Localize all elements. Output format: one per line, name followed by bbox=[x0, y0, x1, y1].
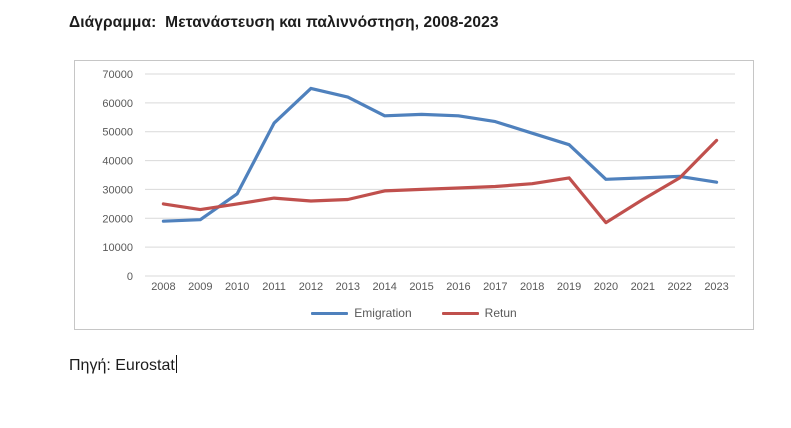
y-axis-label: 20000 bbox=[102, 213, 133, 225]
y-axis-label: 0 bbox=[127, 271, 133, 283]
legend-label-return: Retun bbox=[484, 306, 517, 320]
x-axis-label: 2016 bbox=[446, 281, 470, 293]
x-axis-label: 2018 bbox=[520, 281, 544, 293]
x-axis-label: 2022 bbox=[667, 281, 691, 293]
y-axis-label: 50000 bbox=[102, 127, 133, 139]
y-axis-label: 40000 bbox=[102, 156, 133, 168]
y-axis-label: 30000 bbox=[102, 184, 133, 196]
x-axis-label: 2014 bbox=[372, 281, 396, 293]
x-axis-label: 2019 bbox=[557, 281, 581, 293]
line-chart: 0 10000 20000 30000 40000 50000 60000 70000 2008… bbox=[102, 69, 735, 293]
x-axis-label: 2013 bbox=[336, 281, 360, 293]
x-axis-label: 2008 bbox=[151, 281, 175, 293]
legend-item-emigration: Emigration bbox=[311, 306, 412, 320]
return-line-swatch bbox=[441, 311, 479, 315]
series-line-emigration bbox=[161, 86, 719, 223]
x-axis-label: 2023 bbox=[704, 281, 728, 293]
text-cursor bbox=[175, 355, 178, 373]
x-axis-label: 2015 bbox=[409, 281, 433, 293]
legend-item-return: Retun bbox=[441, 306, 517, 320]
chart-object[interactable]: 0 10000 20000 30000 40000 50000 60000 70000 2008… bbox=[74, 60, 754, 330]
x-axis-label: 2011 bbox=[262, 281, 286, 293]
x-axis-label: 2009 bbox=[188, 281, 212, 293]
source-line[interactable]: Πηγή: Eurostat bbox=[69, 355, 178, 375]
x-axis-label: 2021 bbox=[631, 281, 655, 293]
legend-label-emigration: Emigration bbox=[354, 306, 412, 320]
y-axis-label: 10000 bbox=[102, 242, 133, 254]
source-text: Πηγή: Eurostat bbox=[69, 357, 175, 374]
chart-heading[interactable]: Διάγραμμα: Μετανάστευση και παλιννόστηση… bbox=[69, 14, 499, 31]
chart-legend: Emigration Retun bbox=[75, 306, 753, 320]
x-axis-label: 2017 bbox=[483, 281, 507, 293]
y-axis-label: 70000 bbox=[102, 69, 133, 81]
y-axis-label: 60000 bbox=[102, 98, 133, 110]
x-axis-label: 2010 bbox=[225, 281, 249, 293]
series-line-retun bbox=[161, 138, 719, 225]
x-axis-label: 2012 bbox=[299, 281, 323, 293]
x-axis-label: 2020 bbox=[594, 281, 618, 293]
emigration-line-swatch bbox=[311, 311, 349, 315]
